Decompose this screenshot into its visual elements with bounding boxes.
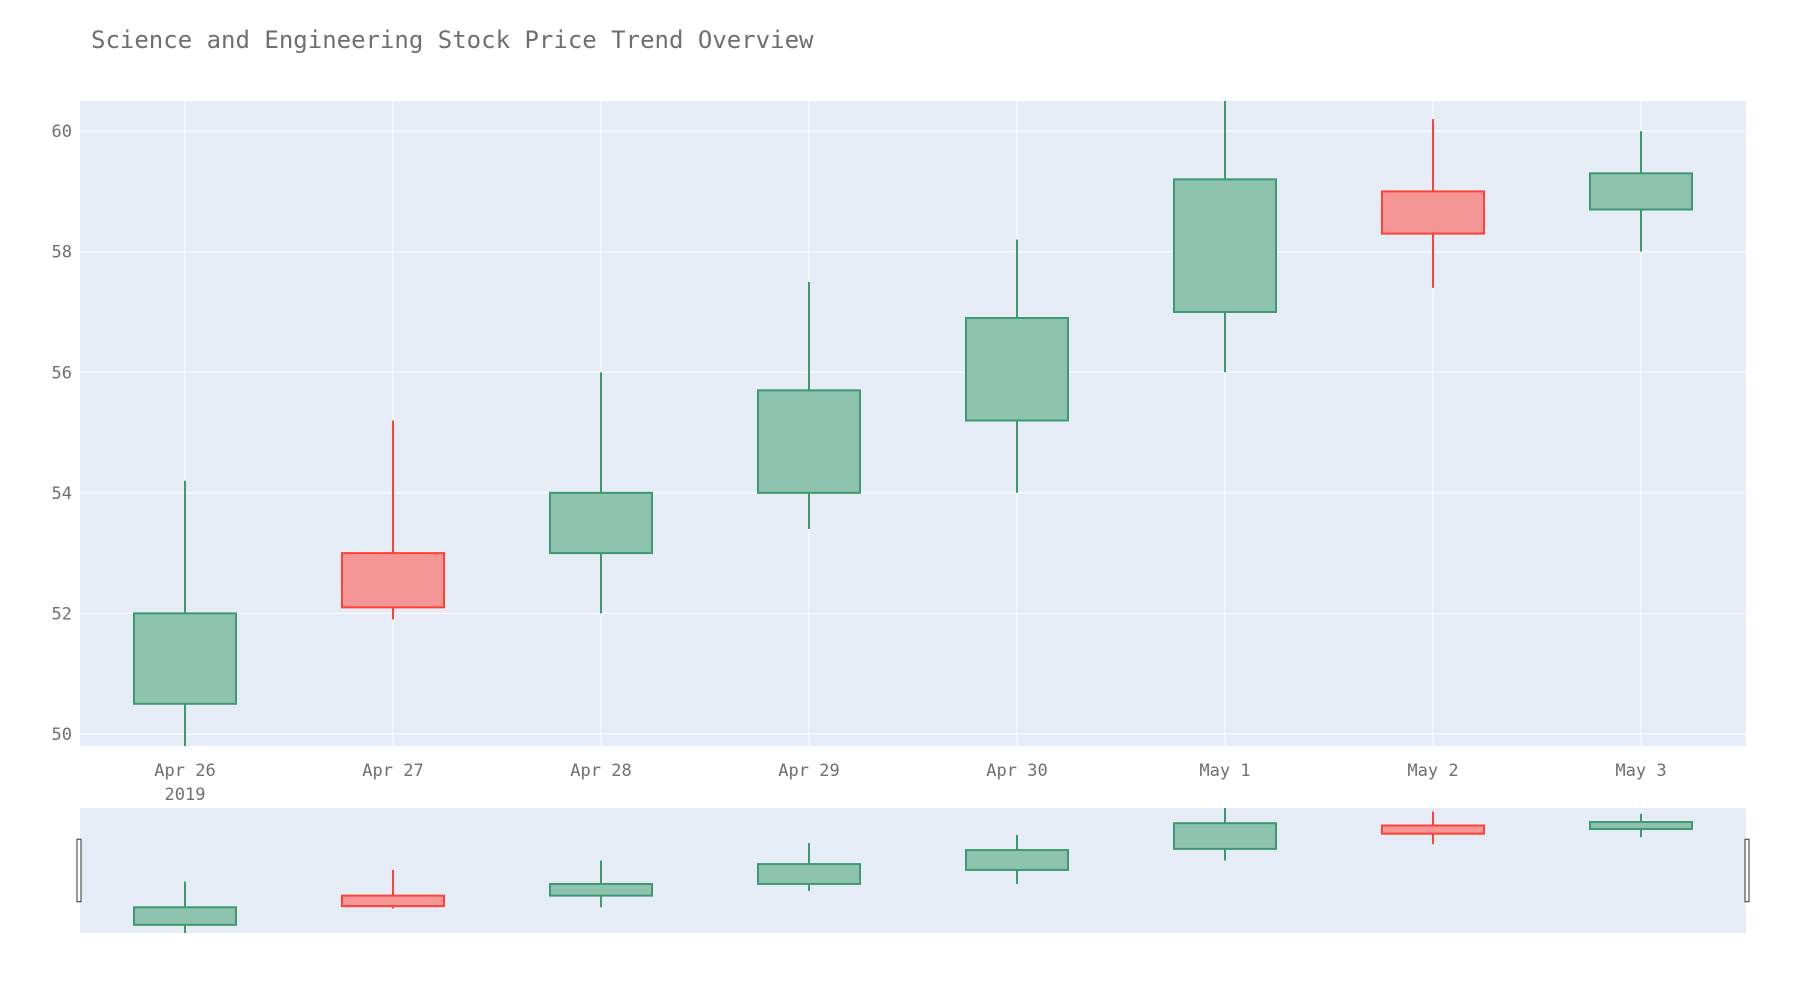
x-tick-label: Apr 26	[154, 761, 215, 781]
main-candle-body	[965, 317, 1069, 422]
main-candle-6[interactable]	[1173, 101, 1277, 373]
range-slider[interactable]	[76, 808, 1750, 933]
y-tick-label: 56	[52, 363, 72, 383]
slider-candles	[133, 808, 1693, 933]
plot-background	[80, 101, 1746, 746]
slider-candle-3[interactable]	[549, 860, 653, 908]
slider-candle-2[interactable]	[341, 869, 445, 909]
main-candle-2[interactable]	[341, 420, 445, 620]
main-candle-3[interactable]	[549, 372, 653, 614]
slider-candle-4[interactable]	[757, 843, 861, 891]
slider-handle-right[interactable]	[1744, 838, 1750, 903]
slider-candle-body	[341, 894, 445, 908]
y-tick-label: 60	[52, 122, 72, 142]
main-candle-7[interactable]	[1381, 119, 1485, 288]
slider-candle-body	[1173, 822, 1277, 850]
slider-candle-7[interactable]	[1381, 811, 1485, 845]
x-tick-label: Apr 29	[778, 761, 839, 781]
y-tick-label: 52	[52, 604, 72, 624]
slider-background[interactable]	[80, 808, 1746, 933]
x-tick-label: Apr 27	[362, 761, 423, 781]
x-tick-label: May 1	[1199, 761, 1250, 781]
main-candle-body	[341, 552, 445, 609]
main-candle-8[interactable]	[1589, 131, 1693, 252]
slider-candle-5[interactable]	[965, 834, 1069, 884]
main-candle-body	[1173, 178, 1277, 313]
chart-title: Science and Engineering Stock Price Tren…	[91, 26, 814, 54]
main-candle-body	[549, 491, 653, 555]
candles	[133, 101, 1693, 746]
main-candle-body	[757, 389, 861, 494]
slider-candle-1[interactable]	[133, 881, 237, 933]
main-plot-area: 50 52 54 56 58 60 Apr 26 Apr 27 Apr 28 Apr 29 Apr …	[52, 101, 1746, 805]
slider-candle-6[interactable]	[1173, 808, 1277, 861]
main-candle-1[interactable]	[133, 480, 237, 746]
main-candle-4[interactable]	[757, 281, 861, 529]
slider-candle-8[interactable]	[1589, 813, 1693, 838]
slider-candle-body	[1589, 821, 1693, 831]
slider-candle-body	[133, 906, 237, 926]
main-candle-5[interactable]	[965, 239, 1069, 493]
x-tick-label: Apr 30	[986, 761, 1047, 781]
x-tick-label: May 2	[1407, 761, 1458, 781]
y-tick-label: 50	[52, 725, 72, 745]
x-tick-label: May 3	[1615, 761, 1666, 781]
slider-candle-body	[549, 882, 653, 897]
main-candle-body	[1381, 190, 1485, 235]
x-tick-label: Apr 28	[570, 761, 631, 781]
slider-candle-body	[757, 863, 861, 885]
slider-candle-body	[965, 849, 1069, 871]
y-tick-label: 54	[52, 484, 72, 504]
slider-handle-left[interactable]	[76, 838, 82, 903]
main-candle-body	[1589, 172, 1693, 211]
slider-candle-body	[1381, 824, 1485, 835]
y-tick-label: 58	[52, 243, 72, 263]
main-candle-body	[133, 612, 237, 705]
x-year-label: 2019	[165, 785, 206, 805]
